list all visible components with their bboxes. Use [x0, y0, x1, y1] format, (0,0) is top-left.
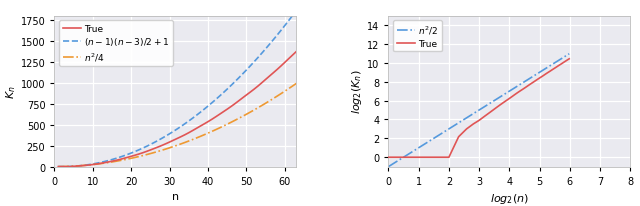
$(n-1)(n-3)/2+1$	[292, 10, 300, 13]
True	[511, 94, 518, 97]
$(n-1)(n-3)/2+1$	[166, 133, 173, 135]
True	[220, 111, 227, 113]
True	[536, 77, 543, 80]
Line: $n^2/4$: $n^2/4$	[58, 84, 296, 167]
True	[127, 155, 135, 158]
$n^2/2$	[385, 166, 392, 168]
$n^2/4$	[166, 147, 173, 149]
Line: True: True	[58, 52, 296, 167]
True	[120, 157, 127, 160]
X-axis label: $log_2(n)$: $log_2(n)$	[490, 191, 529, 205]
True	[533, 79, 541, 82]
X-axis label: n: n	[172, 191, 179, 201]
$(n-1)(n-3)/2+1$	[54, 166, 62, 168]
True	[289, 55, 296, 57]
True	[565, 58, 573, 61]
True	[292, 51, 300, 53]
$(n-1)(n-3)/2+1$	[220, 92, 227, 94]
$(n-1)(n-3)/2+1$	[289, 15, 296, 18]
$n^2/4$	[120, 159, 127, 161]
$n^2/2$	[536, 72, 543, 74]
$n^2/4$	[127, 157, 135, 160]
$n^2/2$	[511, 87, 518, 90]
$n^2/4$	[289, 85, 296, 88]
$n^2/2$	[565, 53, 573, 56]
True	[166, 141, 173, 144]
Line: $(n-1)(n-3)/2+1$: $(n-1)(n-3)/2+1$	[58, 11, 296, 167]
Line: True: True	[388, 60, 569, 157]
True	[54, 166, 62, 168]
$n^2/2$	[550, 63, 557, 66]
True	[550, 68, 557, 71]
$n^2/2$	[515, 84, 523, 87]
$(n-1)(n-3)/2+1$	[120, 155, 127, 157]
True	[173, 137, 181, 140]
$(n-1)(n-3)/2+1$	[173, 128, 181, 130]
Y-axis label: $K_n$: $K_n$	[4, 85, 18, 98]
True	[385, 156, 392, 159]
Legend: True, $(n-1)(n-3)/2+1$, $n^2/4$: True, $(n-1)(n-3)/2+1$, $n^2/4$	[59, 21, 173, 67]
$n^2/4$	[220, 125, 227, 128]
$n^2/2$	[564, 54, 572, 56]
$(n-1)(n-3)/2+1$	[127, 152, 135, 154]
Legend: $n^2/2$, True: $n^2/2$, True	[393, 21, 442, 52]
$n^2/4$	[173, 144, 181, 147]
$n^2/4$	[292, 83, 300, 85]
$n^2/2$	[533, 73, 541, 76]
True	[564, 59, 572, 61]
$n^2/4$	[54, 166, 62, 168]
Y-axis label: $log_2(K_n)$: $log_2(K_n)$	[350, 69, 364, 114]
Line: $n^2/2$: $n^2/2$	[388, 55, 569, 167]
True	[515, 91, 523, 93]
